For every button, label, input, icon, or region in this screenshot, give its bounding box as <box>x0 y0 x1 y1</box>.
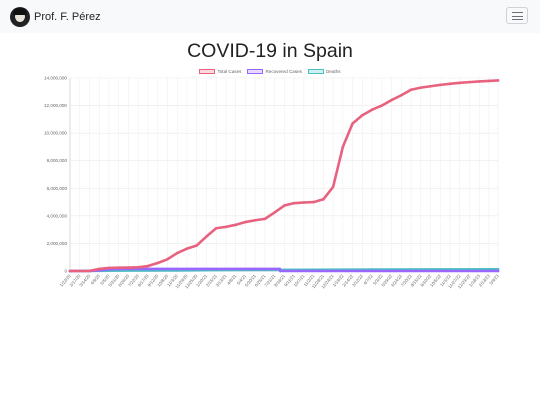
data-point <box>370 108 374 112</box>
data-point <box>487 79 491 83</box>
y-tick-label: 8,000,000 <box>47 158 68 163</box>
legend-label: Total Cases <box>217 69 242 74</box>
data-point <box>312 200 315 204</box>
data-point <box>273 211 276 214</box>
data-point <box>322 198 325 201</box>
data-point <box>175 251 179 255</box>
data-point <box>477 80 481 83</box>
data-point <box>429 84 432 88</box>
legend-swatch-deaths <box>307 69 324 74</box>
y-tick-label: 14,000,000 <box>44 76 67 81</box>
navbar: Prof. F. Pérez <box>0 0 540 33</box>
x-tick-label: 4/8/21 <box>226 273 238 286</box>
data-point <box>166 257 169 261</box>
data-point <box>224 225 228 229</box>
data-point <box>146 264 150 268</box>
data-point <box>278 269 282 273</box>
x-tick-label: 4/9/20 <box>89 273 101 286</box>
data-point <box>205 235 208 238</box>
data-point <box>458 81 462 85</box>
data-point <box>88 269 91 273</box>
data-point <box>390 98 393 102</box>
x-tick-label: 3/12/22 <box>351 273 364 288</box>
y-tick-label: 4,000,000 <box>47 213 68 218</box>
x-tick-label: 5/4/21 <box>236 273 248 286</box>
data-point <box>278 267 282 271</box>
brand-link[interactable]: Prof. F. Pérez <box>10 6 101 27</box>
data-point <box>253 218 257 222</box>
x-tick-label: 5/5/20 <box>99 273 111 286</box>
chart-title: COVID-19 in Spain <box>187 40 353 62</box>
profile-avatar <box>10 6 30 27</box>
legend-swatch-total-cases <box>199 69 216 74</box>
data-point <box>127 266 130 269</box>
y-tick-label: 12,000,000 <box>44 103 67 108</box>
data-point <box>117 266 121 269</box>
legend-item-deaths[interactable]: Deaths <box>307 69 341 74</box>
x-tick-label: 5/3/22 <box>372 273 384 286</box>
legend-item-total-cases[interactable]: Total Cases <box>199 69 241 74</box>
data-point <box>283 204 286 207</box>
legend-item-recovered-cases[interactable]: Recovered Cases <box>247 69 302 74</box>
x-tick-label: 3/9/23 <box>488 273 500 286</box>
legend-label: Recovered Cases <box>265 69 302 74</box>
data-point <box>468 80 471 84</box>
x-tick-label: 4/7/22 <box>362 273 374 286</box>
brand-name: Prof. F. Pérez <box>34 10 101 23</box>
data-point <box>496 79 500 82</box>
data-point <box>448 82 452 86</box>
data-point <box>292 201 296 205</box>
data-point <box>400 93 403 97</box>
data-point <box>331 185 335 189</box>
data-point <box>107 266 111 270</box>
data-point <box>361 113 364 117</box>
hamburger-icon <box>512 12 523 14</box>
data-point <box>68 269 72 273</box>
data-point <box>244 220 247 224</box>
data-point <box>263 217 267 221</box>
x-tick-label: 3/14/20 <box>78 273 91 288</box>
data-point <box>156 261 159 265</box>
y-tick-label: 0 <box>64 269 67 274</box>
data-point <box>97 267 101 271</box>
legend-swatch-recovered-cases <box>247 69 264 74</box>
data-point <box>302 201 306 204</box>
y-tick-label: 10,000,000 <box>44 131 67 136</box>
series-line-total-cases <box>68 79 500 273</box>
data-point <box>136 265 140 269</box>
chart-legend: Total Cases Recovered Cases Deaths <box>0 69 540 74</box>
data-point <box>185 247 189 250</box>
data-point <box>496 269 500 273</box>
data-point <box>234 223 237 227</box>
y-tick-label: 2,000,000 <box>47 241 68 246</box>
data-point <box>419 86 423 89</box>
data-point <box>195 244 198 247</box>
data-point <box>351 122 354 125</box>
data-point <box>380 104 384 107</box>
menu-toggle-button[interactable] <box>506 7 528 24</box>
data-point <box>214 226 218 230</box>
y-tick-label: 6,000,000 <box>47 186 68 191</box>
legend-label: Deaths <box>325 69 341 74</box>
x-tick-label: 3/13/21 <box>215 273 228 288</box>
data-point <box>341 145 345 149</box>
data-point <box>438 83 442 87</box>
data-point <box>409 88 413 92</box>
